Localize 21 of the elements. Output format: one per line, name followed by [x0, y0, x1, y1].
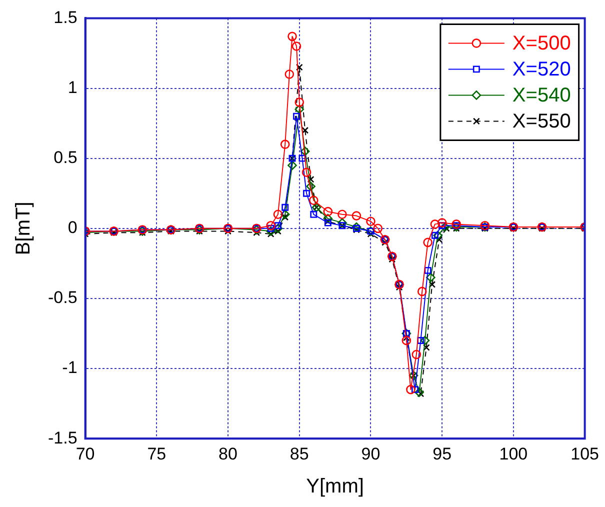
- x-tick-label: 100: [499, 444, 528, 464]
- legend-label: X=550: [512, 110, 571, 133]
- legend-label: X=540: [512, 84, 571, 107]
- x-tick-label: 85: [290, 444, 309, 464]
- x-tick-label: 90: [361, 444, 380, 464]
- y-tick-label: 0: [68, 218, 78, 238]
- x-tick-label: 75: [147, 444, 166, 464]
- y-tick-label: 0.5: [54, 148, 78, 168]
- x-tick-label: 105: [570, 444, 600, 464]
- x-axis-title: Y[mm]: [306, 476, 364, 498]
- x-tick-label: 80: [218, 444, 238, 464]
- legend-label: X=520: [512, 58, 571, 81]
- y-axis-title: B[mT]: [12, 202, 35, 256]
- y-tick-label: 1: [68, 78, 78, 97]
- x-tick-label: 95: [432, 444, 452, 464]
- y-tick-label: -1.5: [48, 428, 78, 448]
- x-tick-label: 70: [76, 444, 95, 464]
- legend-label: X=500: [512, 32, 571, 55]
- y-tick-label: -0.5: [48, 288, 78, 308]
- y-tick-label: 1.5: [54, 8, 78, 27]
- y-tick-label: -1: [62, 358, 78, 378]
